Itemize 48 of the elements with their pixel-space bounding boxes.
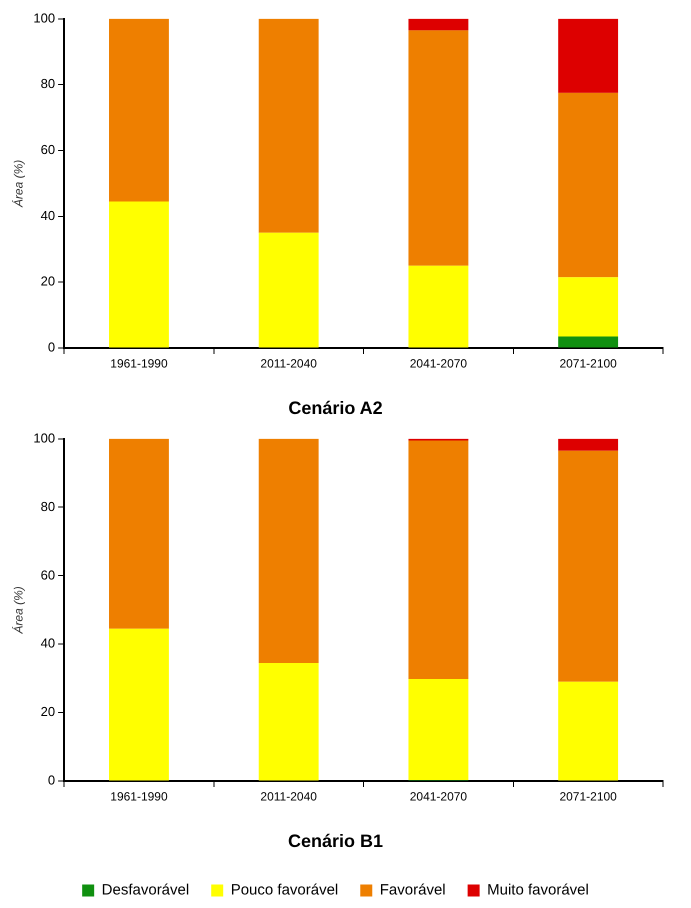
legend-label: Favorável xyxy=(380,882,446,899)
bar xyxy=(258,18,319,233)
y-tick-label: 60 xyxy=(40,567,56,582)
x-tick-label: 2011-2040 xyxy=(260,356,318,371)
bar xyxy=(408,266,468,348)
bar xyxy=(408,30,468,266)
y-tick-label: 40 xyxy=(40,208,56,223)
bar xyxy=(558,92,618,278)
x-tick-label: 2011-2040 xyxy=(260,790,318,804)
x-tick-label: 2041-2070 xyxy=(410,356,468,371)
x-tick-label: 2071-2100 xyxy=(559,790,618,804)
bar xyxy=(558,18,618,93)
x-tick-label: 2041-2070 xyxy=(410,790,468,804)
legend-label: Muito favorável xyxy=(487,882,589,899)
text: Cenário A2 xyxy=(288,398,383,418)
y-tick-label: 20 xyxy=(40,704,56,720)
x-tick-label: 2071-2100 xyxy=(559,356,618,371)
y-tick-label: 20 xyxy=(40,274,56,289)
y-tick-label: 0 xyxy=(48,340,56,355)
bar xyxy=(558,450,618,682)
y-tick-label: 80 xyxy=(40,498,56,514)
bar xyxy=(558,277,618,336)
y-tick-label: 0 xyxy=(48,772,56,788)
legend-label: Pouco favorável xyxy=(230,882,338,899)
y-axis-title: Área (%) xyxy=(12,586,26,635)
y-tick-label: 100 xyxy=(33,430,56,446)
bar xyxy=(558,438,618,451)
bar xyxy=(558,336,618,348)
bar xyxy=(408,679,468,780)
x-tick-label: 1961-1990 xyxy=(110,790,168,804)
y-tick-label: 60 xyxy=(40,142,56,158)
bar xyxy=(258,662,319,780)
y-tick-label: 100 xyxy=(33,10,56,26)
bar xyxy=(408,18,468,30)
bar xyxy=(558,682,618,780)
bar xyxy=(109,628,169,780)
bar xyxy=(109,438,169,629)
bar xyxy=(408,440,468,680)
bar xyxy=(109,18,169,202)
text: Cenário B1 xyxy=(288,831,384,852)
bar xyxy=(258,232,319,348)
legend-label: Desfavorável xyxy=(102,882,190,899)
bar xyxy=(109,202,169,348)
x-tick-label: 1961-1990 xyxy=(110,356,168,371)
bar xyxy=(258,438,319,663)
y-axis-title: Área (%) xyxy=(12,160,26,208)
y-tick-label: 80 xyxy=(40,76,56,92)
y-tick-label: 40 xyxy=(40,636,56,651)
